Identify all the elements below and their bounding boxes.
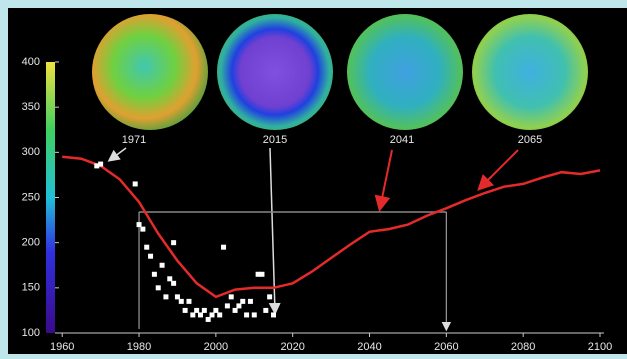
observation-point xyxy=(144,244,150,250)
arrow xyxy=(374,149,393,212)
x-tick-label: 1980 xyxy=(127,341,151,353)
y-tick-label: 300 xyxy=(22,146,40,158)
observation-point xyxy=(201,307,207,313)
arrow xyxy=(268,147,281,315)
observation-point xyxy=(167,276,173,282)
x-tick-label: 2080 xyxy=(511,341,535,353)
observation-point xyxy=(251,312,257,318)
globe xyxy=(347,14,463,130)
observation-point xyxy=(136,222,142,228)
observation-point xyxy=(178,298,184,304)
observation-point xyxy=(171,280,177,286)
observation-point xyxy=(213,307,219,313)
observation-point xyxy=(244,312,250,318)
y-tick-label: 250 xyxy=(22,191,40,203)
x-tick-label: 2060 xyxy=(434,341,458,353)
observation-point xyxy=(171,240,177,246)
x-tick-label: 2040 xyxy=(357,341,381,353)
observation-point xyxy=(217,312,223,318)
annotation: 2065 xyxy=(518,134,542,146)
observation-point xyxy=(174,294,180,300)
model-line xyxy=(62,155,601,299)
observation-point xyxy=(240,298,246,304)
observation-point xyxy=(255,271,261,277)
observation-point xyxy=(140,226,146,232)
observation-point xyxy=(259,271,265,277)
y-tick-label: 350 xyxy=(22,101,40,113)
observation-point xyxy=(159,262,165,268)
observation-point xyxy=(194,307,200,313)
observation-point xyxy=(190,312,196,318)
observation-point xyxy=(270,312,276,318)
observation-point xyxy=(236,303,242,309)
globe xyxy=(472,14,588,130)
observation-point xyxy=(247,298,253,304)
y-tick-label: 150 xyxy=(22,282,40,294)
annotation: 1971 xyxy=(122,134,146,146)
annotation: 2041 xyxy=(390,134,414,146)
observation-point xyxy=(182,307,188,313)
y-tick-label: 100 xyxy=(22,327,40,339)
x-tick-label: 1960 xyxy=(50,341,74,353)
observation-point xyxy=(186,298,192,304)
x-tick-label: 2100 xyxy=(588,341,612,353)
observation-point xyxy=(98,161,104,167)
observation-point xyxy=(263,307,269,313)
observation-point xyxy=(221,244,227,250)
arrow xyxy=(107,147,127,162)
annotation: 2015 xyxy=(263,134,287,146)
observation-point xyxy=(232,307,238,313)
y-tick-label: 400 xyxy=(22,56,40,68)
observation-point xyxy=(205,316,211,322)
colorbar xyxy=(46,62,55,333)
globe xyxy=(217,14,333,130)
observation-point xyxy=(155,285,161,291)
observation-point xyxy=(163,294,169,300)
y-tick-label: 200 xyxy=(22,237,40,249)
observation-point xyxy=(224,303,230,309)
observation-point xyxy=(197,312,203,318)
observation-point xyxy=(132,181,138,187)
observation-point xyxy=(148,253,154,259)
x-tick-label: 2000 xyxy=(204,341,228,353)
observation-point xyxy=(209,312,215,318)
x-tick-label: 2020 xyxy=(280,341,304,353)
arrow xyxy=(477,149,519,191)
observation-point xyxy=(228,294,234,300)
observation-point xyxy=(267,294,273,300)
globe xyxy=(92,14,208,130)
observation-point xyxy=(94,163,100,169)
observation-point xyxy=(151,271,157,277)
